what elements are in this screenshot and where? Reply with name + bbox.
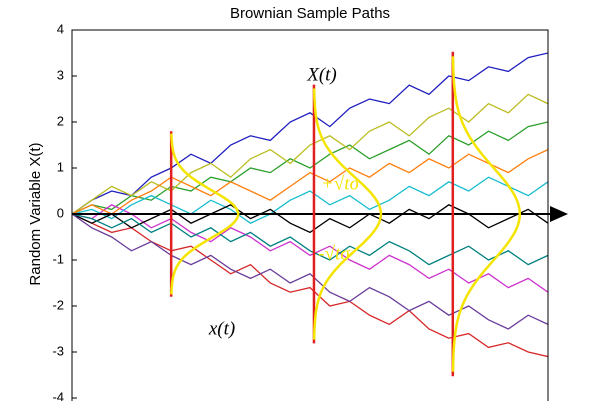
y-tick-label: -4: [52, 389, 64, 401]
annotation: x(t): [208, 318, 235, 339]
sample-path: [72, 213, 548, 266]
y-axis-label: Random Variable X(t): [27, 142, 44, 285]
sample-path: [72, 121, 548, 215]
chart-title: Brownian Sample Paths: [230, 5, 390, 22]
sample-path: [72, 52, 548, 215]
annotation: +√tσ: [321, 173, 360, 194]
gaussian-density: [312, 88, 383, 340]
y-tick-label: 4: [57, 21, 64, 36]
y-tick-label: 3: [57, 67, 64, 82]
annotation: -√tσ: [318, 243, 350, 264]
plot-area: [72, 52, 548, 358]
sample-path: [72, 204, 548, 234]
y-tick-label: -1: [52, 251, 64, 266]
sample-path: [72, 213, 548, 358]
gaussian-density: [170, 133, 240, 295]
y-tick-label: 2: [57, 113, 64, 128]
axes-frame: [71, 29, 549, 401]
y-tick-label: -3: [52, 343, 64, 358]
sample-path: [72, 149, 548, 215]
y-tick-label: 1: [57, 159, 64, 174]
y-tick-label: 0: [57, 205, 64, 220]
sample-path: [72, 204, 548, 293]
sample-path: [72, 213, 548, 330]
y-tick-label: -2: [52, 297, 64, 312]
sample-path: [72, 93, 548, 215]
gaussian-density: [451, 56, 522, 372]
sample-path: [72, 176, 548, 224]
annotation: X(t): [306, 64, 337, 85]
